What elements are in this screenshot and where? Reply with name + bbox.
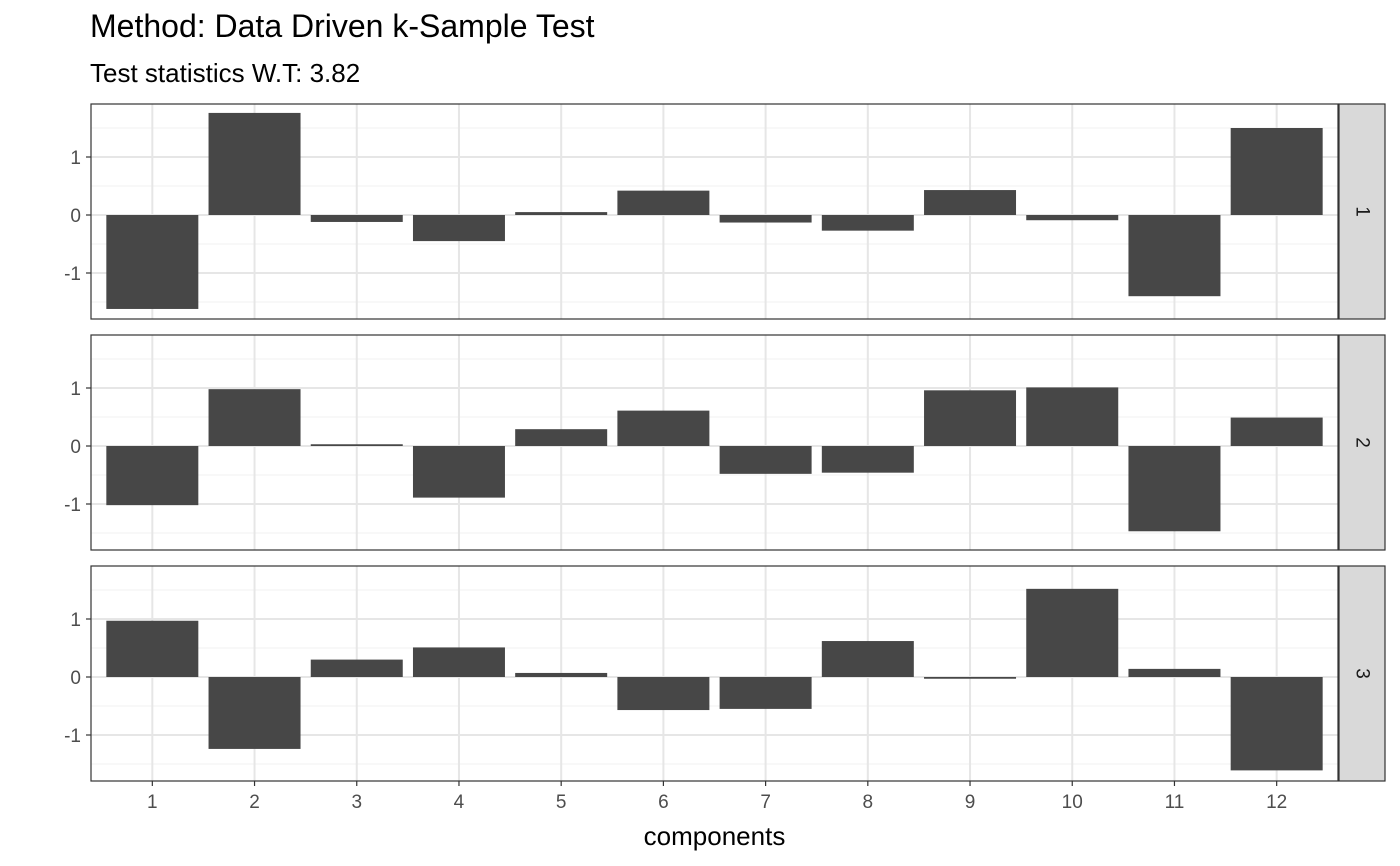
bar-facet-3-component-12 [1230, 677, 1323, 771]
bar-facet-3-component-7 [719, 677, 812, 709]
panel-3-border [90, 565, 1339, 782]
bar-facet-3-component-8 [821, 641, 914, 677]
y-tick-label: -1 [64, 726, 81, 747]
bar-facet-1-component-5 [515, 212, 608, 215]
x-tick-label: 8 [863, 792, 874, 813]
bar-facet-3-component-6 [617, 677, 710, 711]
bar-facet-2-component-3 [310, 444, 403, 446]
x-tick-label: 5 [556, 792, 567, 813]
bar-facet-3-component-11 [1128, 668, 1221, 677]
x-tick-label: 12 [1266, 792, 1287, 813]
bar-facet-2-component-8 [821, 446, 914, 473]
x-tick-label: 4 [454, 792, 465, 813]
facet-strip-label: 3 [1352, 668, 1373, 679]
bar-facet-2-component-11 [1128, 446, 1221, 532]
bar-facet-1-component-3 [310, 215, 403, 222]
x-tick-label: 3 [351, 792, 362, 813]
panel-1-border [90, 103, 1339, 320]
bar-facet-1-component-8 [821, 215, 914, 231]
y-tick-label: 1 [70, 379, 81, 400]
x-tick-label: 6 [658, 792, 669, 813]
y-tick-label: -1 [64, 495, 81, 516]
bar-facet-1-component-10 [1026, 215, 1119, 221]
bar-facet-1-component-6 [617, 190, 710, 215]
facet-strip-2 [1338, 334, 1386, 551]
chart-title: Method: Data Driven k-Sample Test [90, 8, 595, 44]
x-tick-label: 10 [1062, 792, 1083, 813]
bar-facet-2-component-9 [924, 390, 1017, 446]
bar-facet-2-component-2 [208, 389, 301, 446]
bar-facet-2-component-4 [412, 446, 505, 498]
x-tick-label: 11 [1165, 792, 1185, 813]
y-tick-label: 1 [70, 148, 81, 169]
facet-strip-label: 1 [1352, 206, 1373, 217]
x-tick-label: 7 [760, 792, 771, 813]
bar-facet-3-component-1 [106, 620, 199, 677]
bar-facet-2-component-10 [1026, 387, 1119, 446]
bar-facet-2-component-5 [515, 429, 608, 446]
chart-subtitle: Test statistics W.T: 3.82 [90, 58, 361, 88]
bar-facet-1-component-1 [106, 215, 199, 309]
bar-facet-3-component-5 [515, 672, 608, 677]
x-tick-label: 9 [965, 792, 976, 813]
bar-facet-2-component-1 [106, 446, 199, 506]
bar-facet-2-component-6 [617, 410, 710, 446]
bar-facet-1-component-12 [1230, 128, 1323, 215]
bar-facet-3-component-3 [310, 659, 403, 677]
y-tick-label: 0 [70, 437, 81, 458]
bar-facet-2-component-7 [719, 446, 812, 474]
bar-facet-1-component-7 [719, 215, 812, 223]
facet-strip-3 [1338, 565, 1386, 782]
y-tick-label: -1 [64, 264, 81, 285]
y-tick-label: 0 [70, 668, 81, 689]
bar-facet-3-component-9 [924, 677, 1017, 679]
bar-facet-3-component-10 [1026, 588, 1119, 677]
bar-facet-1-component-9 [924, 190, 1017, 215]
x-tick-label: 2 [249, 792, 260, 813]
bar-facet-3-component-4 [412, 647, 505, 677]
y-tick-label: 1 [70, 610, 81, 631]
facet-strip-1 [1338, 103, 1386, 320]
bar-facet-1-component-4 [412, 215, 505, 242]
panel-2-border [90, 334, 1339, 551]
bar-facet-1-component-2 [208, 112, 301, 215]
bar-facet-2-component-12 [1230, 417, 1323, 446]
bar-facet-1-component-11 [1128, 215, 1221, 297]
facet-strip-label: 2 [1352, 437, 1373, 448]
x-axis-title: components [644, 821, 786, 851]
bar-facet-3-component-2 [208, 677, 301, 749]
x-tick-label: 1 [147, 792, 158, 813]
y-tick-label: 0 [70, 206, 81, 227]
